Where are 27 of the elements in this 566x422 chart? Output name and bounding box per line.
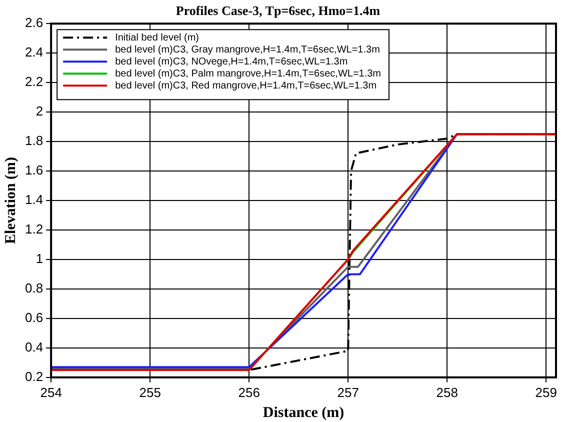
y-tick-label: 0.4 — [24, 339, 44, 354]
y-tick-label: 2.2 — [24, 74, 44, 90]
y-tick-label: 0.6 — [24, 310, 44, 326]
y-tick-label: 1.8 — [24, 133, 44, 148]
y-tick-label: 1.6 — [24, 162, 44, 178]
y-tick-label: 2.6 — [24, 15, 44, 30]
y-tick-label: 1.4 — [24, 192, 44, 208]
legend-label: bed level (m)C3, Palm mangrove,H=1.4m,T=6sec,WL=1.3m — [115, 68, 382, 80]
x-tick-label: 257 — [337, 384, 359, 400]
chart-title: Profiles Case-3, Tp=6sec, Hmo=1.4m — [176, 3, 380, 18]
y-tick-label: 0.2 — [24, 368, 44, 384]
y-tick-label: 2.4 — [24, 44, 44, 60]
x-tick-label: 256 — [238, 384, 260, 400]
y-tick-label: 0.8 — [24, 280, 44, 296]
x-tick-label: 255 — [139, 384, 161, 400]
y-tick-label: 2 — [36, 104, 44, 119]
x-tick-label: 258 — [436, 384, 458, 400]
x-tick-label: 259 — [535, 384, 557, 400]
x-axis-title: Distance (m) — [262, 404, 344, 421]
y-tick-label: 1 — [36, 251, 44, 266]
x-tick-label: 254 — [40, 384, 62, 400]
legend-label: bed level (m)C3, Gray mangrove,H=1.4m,T=6sec,WL=1.3m — [115, 44, 380, 56]
legend-label: Initial bed level (m) — [115, 32, 199, 44]
y-axis-title: Elevation (m) — [2, 156, 19, 244]
legend-label: bed level (m)C3, NOvege,H=1.4m,T=6sec,WL=1.3m — [115, 56, 348, 68]
legend-label: bed level (m)C3, Red mangrove,H=1.4m,T=6sec,WL=1.3m — [115, 80, 377, 92]
y-tick-label: 1.2 — [24, 222, 44, 237]
